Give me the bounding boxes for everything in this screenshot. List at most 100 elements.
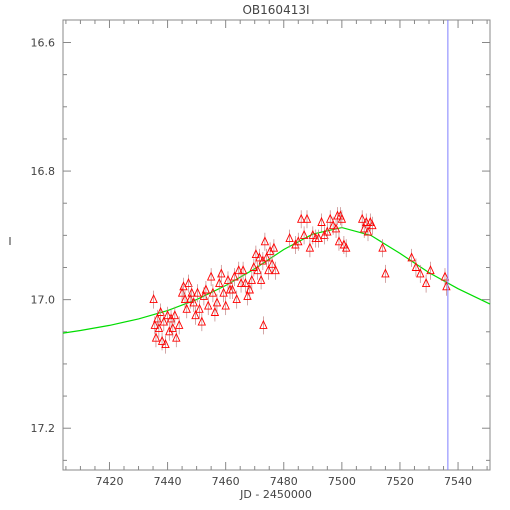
data-point (363, 223, 373, 242)
data-point (212, 293, 222, 312)
point-marker (265, 245, 275, 255)
point-marker (305, 242, 315, 252)
data-point (238, 261, 248, 280)
point-marker (238, 265, 248, 275)
point-marker (285, 233, 294, 243)
point-marker (368, 220, 377, 230)
point-marker (308, 229, 318, 239)
data-point (247, 271, 257, 290)
data-point (232, 290, 241, 309)
data-point (381, 264, 390, 283)
data-point (159, 313, 169, 332)
data-point (262, 248, 271, 267)
point-marker (208, 287, 218, 297)
data-point (259, 316, 268, 335)
point-marker (411, 261, 421, 271)
x-tick-label: 7480 (270, 475, 298, 488)
point-marker (317, 216, 326, 226)
y-tick-label: 17.2 (31, 422, 56, 435)
point-marker (341, 242, 351, 252)
data-point (362, 213, 371, 232)
data-point (228, 281, 237, 299)
data-point (234, 261, 243, 280)
data-point (168, 319, 178, 338)
point-marker (170, 310, 180, 320)
data-point (337, 210, 347, 229)
point-marker (247, 274, 257, 284)
point-marker (159, 316, 169, 326)
point-marker (228, 284, 237, 294)
data-point (285, 229, 294, 248)
point-marker (421, 278, 431, 288)
data-point (267, 255, 277, 274)
data-point (187, 284, 196, 303)
point-marker (378, 242, 387, 252)
data-point (236, 274, 246, 293)
plot-frame (62, 19, 491, 471)
point-marker (291, 239, 300, 249)
point-marker (241, 278, 250, 288)
chart-title: OB160413I (242, 3, 309, 17)
point-marker (334, 236, 344, 246)
point-marker (269, 242, 279, 252)
data-point (154, 319, 164, 338)
point-marker (189, 297, 198, 307)
point-marker (381, 268, 390, 278)
point-marker (212, 297, 222, 307)
point-marker (201, 284, 211, 294)
data-point (217, 264, 226, 283)
data-point (302, 210, 312, 229)
data-point (221, 297, 230, 316)
data-point (203, 297, 213, 316)
data-point (153, 309, 162, 328)
data-point (219, 284, 228, 303)
x-tick-label: 7520 (386, 475, 414, 488)
point-marker (236, 278, 246, 288)
point-marker (251, 249, 261, 259)
data-point (407, 248, 416, 267)
point-marker (219, 287, 228, 297)
point-marker (221, 300, 230, 310)
data-point (208, 284, 218, 303)
point-marker (296, 213, 306, 223)
point-marker (163, 310, 172, 320)
x-axis-label: JD - 2450000 (239, 488, 312, 501)
point-marker (151, 332, 161, 342)
point-marker (180, 294, 190, 304)
point-marker (323, 226, 332, 236)
data-point (411, 258, 421, 277)
point-marker (182, 303, 191, 313)
point-marker (232, 294, 241, 304)
point-marker (259, 319, 268, 329)
data-point (206, 268, 216, 287)
data-point (253, 261, 262, 280)
point-marker (256, 274, 266, 284)
data-point (314, 229, 323, 248)
x-tick-label: 7540 (444, 475, 472, 488)
point-marker (234, 265, 243, 275)
y-tick-label: 17.0 (31, 294, 56, 307)
data-point (305, 239, 315, 258)
data-point (201, 281, 211, 299)
point-marker (294, 236, 303, 246)
point-marker (165, 326, 174, 336)
data-point (323, 223, 332, 242)
point-marker (168, 323, 178, 333)
data-point (260, 232, 270, 251)
point-marker (407, 252, 416, 262)
point-marker (267, 258, 277, 268)
data-point (317, 213, 326, 232)
data-point (189, 293, 198, 312)
data-point (325, 210, 335, 229)
point-marker (271, 265, 280, 275)
data-point (184, 274, 193, 293)
point-marker (302, 213, 312, 223)
data-point (156, 303, 165, 322)
point-marker (299, 229, 309, 239)
data-point (271, 261, 280, 280)
point-marker (328, 220, 338, 230)
data-points-group (149, 207, 451, 354)
point-marker (320, 229, 329, 239)
data-point (230, 268, 239, 287)
